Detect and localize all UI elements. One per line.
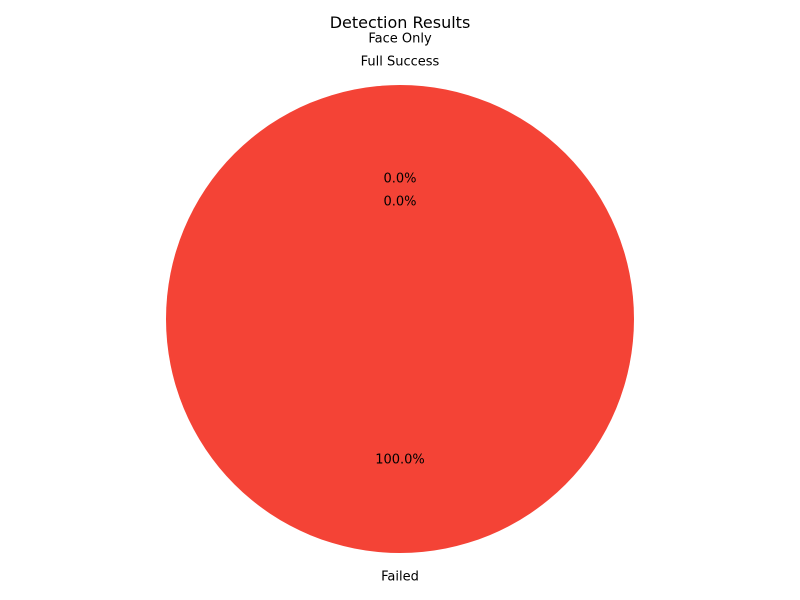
pie-slice-failed [166,85,634,553]
slice-pct-face-only: 0.0% [383,195,416,210]
slice-label-failed: Failed [381,569,419,584]
chart-title: Detection Results [330,13,471,32]
slice-label-full-success: Full Success [361,55,440,70]
pie-slices [166,85,634,553]
slice-pct-full-success: 0.0% [383,172,416,187]
slice-pct-failed: 100.0% [375,452,425,467]
pie-labels: Full Success 0.0% Face Only 0.0% Failed 100.0… [361,32,440,585]
slice-label-face-only: Face Only [368,32,432,47]
